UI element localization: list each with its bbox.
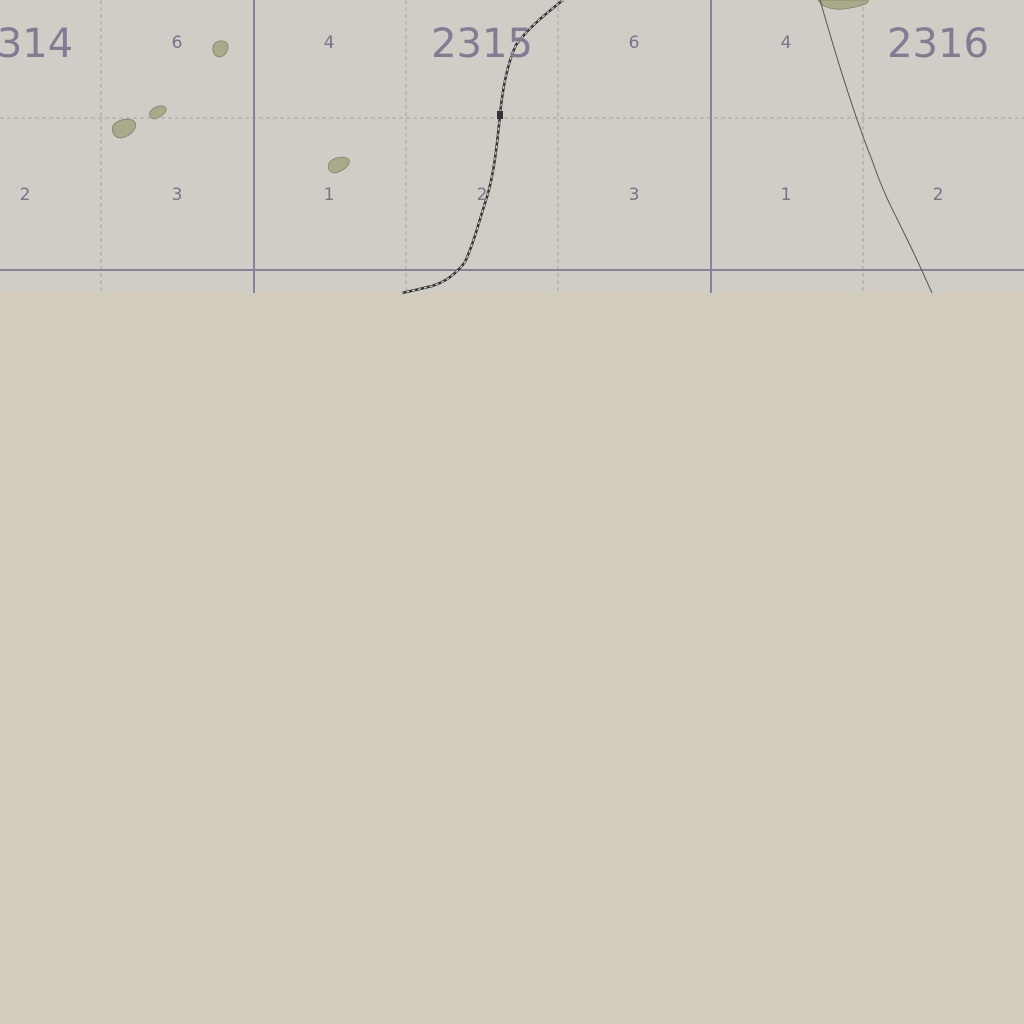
sheet-label: 2316 xyxy=(887,21,989,67)
sheet-label: 314 xyxy=(0,21,73,67)
subdivision-label: 1 xyxy=(324,185,335,205)
subdivision-label: 4 xyxy=(324,33,335,53)
track-path-inner xyxy=(401,0,564,294)
subdivision-label: 4 xyxy=(781,33,792,53)
subdivision-label: 6 xyxy=(629,33,640,53)
vegetation-patch-icon[interactable] xyxy=(817,0,869,10)
grid-area xyxy=(0,0,1024,293)
subdivision-label: 3 xyxy=(629,185,640,205)
subdivision-label: 6 xyxy=(172,33,183,53)
subdivision-label: 1 xyxy=(781,185,792,205)
vegetation-patch-icon[interactable] xyxy=(112,118,136,139)
track xyxy=(401,0,564,295)
boundary-line xyxy=(819,0,933,294)
subdivision-label: 3 xyxy=(172,185,183,205)
major-grid xyxy=(0,0,1024,293)
vegetation-patch-icon[interactable] xyxy=(327,156,350,174)
sheet-label: 2315 xyxy=(431,21,533,67)
subdivision-label: 2 xyxy=(20,185,31,205)
subdivision-label: 2 xyxy=(933,185,944,205)
sheet-labels: 314 2315 2316 xyxy=(0,21,989,67)
subdivision-label: 2 xyxy=(477,185,488,205)
vegetation-patch-icon[interactable] xyxy=(212,40,229,58)
vegetation-patch-icon[interactable] xyxy=(149,105,167,120)
minor-grid xyxy=(0,0,1024,293)
square-marker-icon[interactable] xyxy=(497,111,503,119)
subdivision-labels: 6 4 6 4 2 3 1 2 3 1 2 xyxy=(20,33,944,205)
vegetation-patches xyxy=(112,0,869,174)
